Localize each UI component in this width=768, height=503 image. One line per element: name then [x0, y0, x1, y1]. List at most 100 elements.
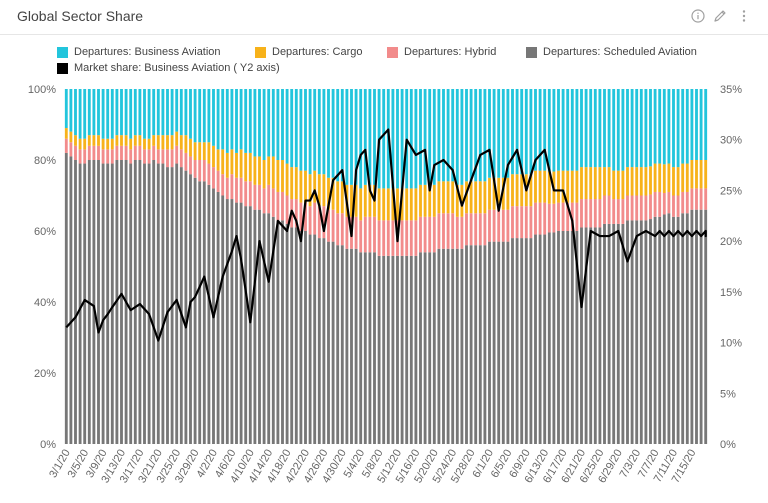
- bar-segment: [64, 152, 68, 444]
- market-share-line: [65, 128, 707, 342]
- bar-segment: [409, 255, 413, 444]
- bar-segment: [193, 89, 197, 143]
- bar-segment: [368, 252, 372, 444]
- bar-segment: [106, 89, 110, 139]
- bar-segment: [64, 89, 68, 129]
- legend-label: Market share: Business Aviation ( Y2 axi…: [74, 62, 280, 74]
- bar-segment: [92, 89, 96, 136]
- bar-segment: [230, 149, 234, 175]
- bar-segment: [598, 89, 602, 168]
- bar-segment: [649, 194, 652, 220]
- bar-segment: [451, 213, 455, 249]
- bar-segment: [281, 191, 284, 221]
- bar-segment: [290, 89, 294, 168]
- bar-segment: [152, 89, 156, 136]
- bar-segment: [603, 195, 606, 224]
- bar-segment: [451, 248, 455, 444]
- bar-segment: [557, 231, 560, 444]
- bar-segment: [552, 232, 556, 444]
- legend-item-market-share[interactable]: Market share: Business Aviation ( Y2 axi…: [57, 62, 280, 74]
- bar-segment: [313, 170, 317, 203]
- legend-item-business-aviation[interactable]: Departures: Business Aviation: [57, 46, 221, 58]
- bar-segment: [414, 255, 418, 444]
- bar-segment: [400, 89, 404, 189]
- bar-segment: [515, 238, 519, 444]
- bar-segment: [704, 209, 708, 444]
- legend-item-hybrid[interactable]: Departures: Hybrid: [387, 46, 496, 58]
- bar-segment: [580, 199, 583, 228]
- bar-segment: [409, 188, 413, 221]
- bar-segment: [313, 89, 317, 171]
- bar-segment: [359, 252, 363, 444]
- bar-segment: [589, 89, 593, 168]
- bar-segment: [363, 252, 367, 444]
- bar-segment: [198, 89, 202, 143]
- bar-segment: [607, 223, 611, 444]
- bar-segment: [575, 89, 579, 171]
- bar-segment: [179, 167, 183, 444]
- panel-header: Global Sector Share: [0, 0, 768, 35]
- bar-segment: [267, 156, 271, 185]
- bar-segment: [170, 135, 174, 150]
- bar-segment: [561, 170, 565, 203]
- bar-segment: [161, 163, 165, 445]
- bar-segment: [520, 206, 524, 239]
- bar-segment: [612, 223, 616, 444]
- bar-segment: [317, 206, 321, 239]
- bar-segment: [529, 174, 533, 207]
- bar-segment: [612, 170, 616, 200]
- bar-segment: [478, 181, 482, 214]
- bar-segment: [644, 220, 648, 444]
- info-icon[interactable]: [691, 9, 705, 23]
- bar-segment: [189, 156, 192, 175]
- legend-swatch: [387, 46, 398, 58]
- bar-segment: [120, 135, 123, 146]
- bar-segment: [474, 181, 478, 214]
- bar-segment: [593, 167, 597, 200]
- bar-segment: [570, 202, 574, 231]
- bar-segment: [359, 188, 363, 221]
- bar-segment: [685, 163, 689, 192]
- bar-segment: [465, 181, 468, 214]
- bar-segment: [262, 89, 266, 160]
- legend-swatch: [526, 46, 537, 58]
- bar-segment: [446, 89, 450, 182]
- bar-segment: [179, 89, 183, 136]
- bar-segment: [308, 206, 312, 235]
- bar-segment: [281, 89, 284, 160]
- bar-segment: [69, 156, 73, 444]
- bar-segment: [386, 188, 390, 221]
- bar-segment: [331, 241, 335, 444]
- bar-area: [64, 89, 708, 445]
- bar-segment: [446, 248, 450, 444]
- bar-segment: [460, 184, 464, 217]
- bar-segment: [258, 184, 261, 210]
- bar-segment: [294, 227, 298, 444]
- bar-segment: [221, 174, 225, 196]
- bar-segment: [138, 89, 142, 136]
- bar-segment: [294, 167, 298, 200]
- bar-segment: [465, 245, 468, 444]
- bar-segment: [432, 252, 436, 444]
- y2-tick-label: 15%: [720, 287, 742, 299]
- bar-segment: [221, 149, 225, 175]
- legend-item-scheduled-aviation[interactable]: Departures: Scheduled Aviation: [526, 46, 697, 58]
- bar-segment: [281, 220, 284, 444]
- y-axis: 0% 20% 40% 60% 80% 100%: [28, 84, 56, 451]
- bar-segment: [156, 89, 160, 136]
- legend-item-cargo[interactable]: Departures: Cargo: [255, 46, 363, 58]
- bar-segment: [97, 89, 100, 136]
- more-icon[interactable]: [737, 9, 751, 23]
- bar-segment: [644, 89, 648, 168]
- bar-segment: [598, 167, 602, 200]
- bar-segment: [345, 248, 349, 444]
- bar-segment: [506, 89, 510, 178]
- edit-icon[interactable]: [713, 9, 727, 23]
- bar-segment: [207, 184, 211, 444]
- bar-segment: [616, 199, 620, 224]
- bar-segment: [253, 156, 257, 185]
- bar-segment: [225, 177, 229, 200]
- bar-segment: [377, 220, 381, 256]
- bar-segment: [225, 89, 229, 153]
- bar-segment: [276, 160, 280, 192]
